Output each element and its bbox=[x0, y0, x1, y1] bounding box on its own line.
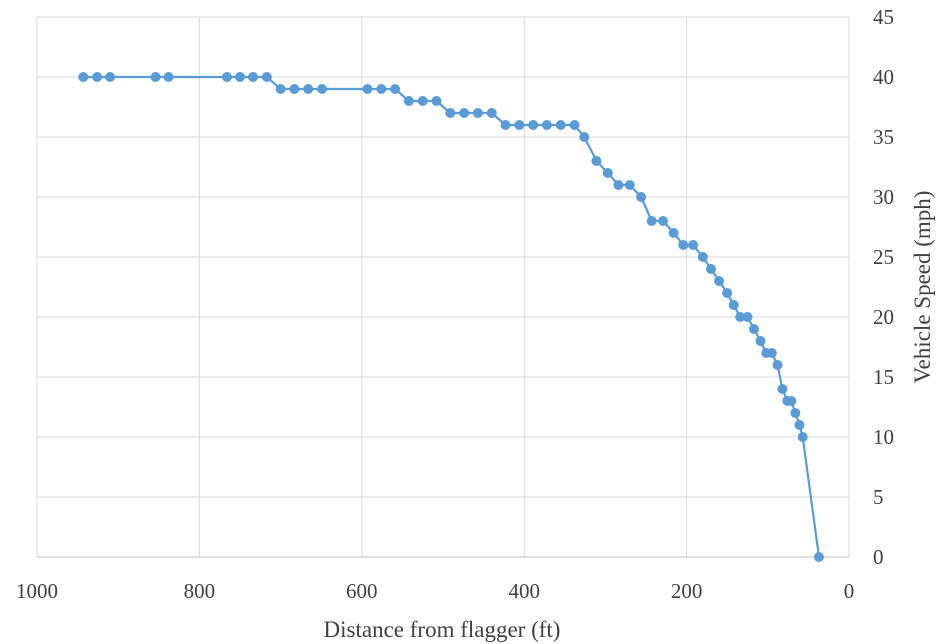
data-point bbox=[668, 228, 679, 238]
data-point bbox=[813, 552, 824, 562]
data-point bbox=[541, 120, 552, 130]
data-point bbox=[362, 84, 373, 94]
x-tick-label: 200 bbox=[671, 579, 703, 603]
data-point bbox=[794, 420, 805, 430]
y-tick-label: 20 bbox=[873, 305, 894, 329]
data-point bbox=[275, 84, 286, 94]
data-point bbox=[688, 240, 699, 250]
data-point bbox=[772, 360, 783, 370]
data-point bbox=[472, 108, 483, 118]
y-tick-label: 10 bbox=[873, 425, 894, 449]
x-tick-label: 1000 bbox=[16, 579, 58, 603]
data-point bbox=[742, 312, 753, 322]
data-point bbox=[317, 84, 328, 94]
data-point bbox=[658, 216, 669, 226]
data-point bbox=[303, 84, 314, 94]
data-point bbox=[390, 84, 401, 94]
data-point bbox=[247, 72, 258, 82]
data-point bbox=[261, 72, 272, 82]
data-point bbox=[431, 96, 442, 106]
y-tick-label: 30 bbox=[873, 185, 894, 209]
tick-labels: 0 5 10 15 20 25 30 35 40 45 1000 800 600 400 200 0 bbox=[16, 5, 894, 603]
data-point bbox=[222, 72, 233, 82]
data-point bbox=[235, 72, 245, 82]
x-tick-label: 400 bbox=[508, 579, 540, 603]
y-tick-label: 45 bbox=[873, 5, 894, 29]
data-point bbox=[528, 120, 539, 130]
data-point bbox=[797, 432, 808, 442]
x-axis-title: Distance from flagger (ft) bbox=[324, 617, 561, 642]
data-point bbox=[755, 336, 766, 346]
data-point bbox=[459, 108, 470, 118]
data-point bbox=[445, 108, 456, 118]
data-point bbox=[678, 240, 689, 250]
data-point bbox=[78, 72, 89, 82]
data-point bbox=[697, 252, 708, 262]
gridlines bbox=[36, 16, 850, 557]
y-tick-label: 40 bbox=[873, 65, 894, 89]
data-point bbox=[613, 180, 624, 190]
y-axis-title: Vehicle Speed (mph) bbox=[910, 191, 935, 384]
data-point bbox=[569, 120, 580, 130]
data-point bbox=[486, 108, 497, 118]
axes bbox=[37, 16, 849, 558]
data-point bbox=[777, 384, 788, 394]
data-point bbox=[163, 72, 174, 82]
data-point bbox=[500, 120, 511, 130]
data-point bbox=[555, 120, 566, 130]
y-tick-label: 35 bbox=[873, 125, 894, 149]
data-point bbox=[514, 120, 525, 130]
data-point bbox=[735, 312, 746, 322]
data-point bbox=[579, 132, 590, 142]
data-point bbox=[786, 396, 797, 406]
data-point bbox=[289, 84, 300, 94]
y-tick-label: 25 bbox=[873, 245, 894, 269]
y-tick-label: 0 bbox=[873, 545, 884, 569]
x-tick-label: 800 bbox=[184, 579, 216, 603]
data-point bbox=[602, 168, 613, 178]
data-point bbox=[766, 348, 777, 358]
y-tick-label: 5 bbox=[873, 485, 884, 509]
data-point bbox=[705, 264, 716, 274]
data-point bbox=[728, 300, 739, 310]
data-point bbox=[150, 72, 161, 82]
data-point bbox=[636, 192, 647, 202]
y-tick-label: 15 bbox=[873, 365, 894, 389]
data-point bbox=[624, 180, 635, 190]
data-point bbox=[722, 288, 733, 298]
data-point bbox=[417, 96, 428, 106]
x-tick-label: 0 bbox=[844, 579, 855, 603]
data-point bbox=[105, 72, 116, 82]
data-point bbox=[376, 84, 387, 94]
x-tick-label: 600 bbox=[346, 579, 378, 603]
data-point bbox=[403, 96, 414, 106]
data-point bbox=[748, 324, 759, 334]
data-point bbox=[92, 72, 103, 82]
data-point bbox=[591, 156, 602, 166]
data-point bbox=[646, 216, 657, 226]
data-point bbox=[714, 276, 725, 286]
series-speed bbox=[78, 72, 824, 562]
data-point bbox=[790, 408, 801, 418]
